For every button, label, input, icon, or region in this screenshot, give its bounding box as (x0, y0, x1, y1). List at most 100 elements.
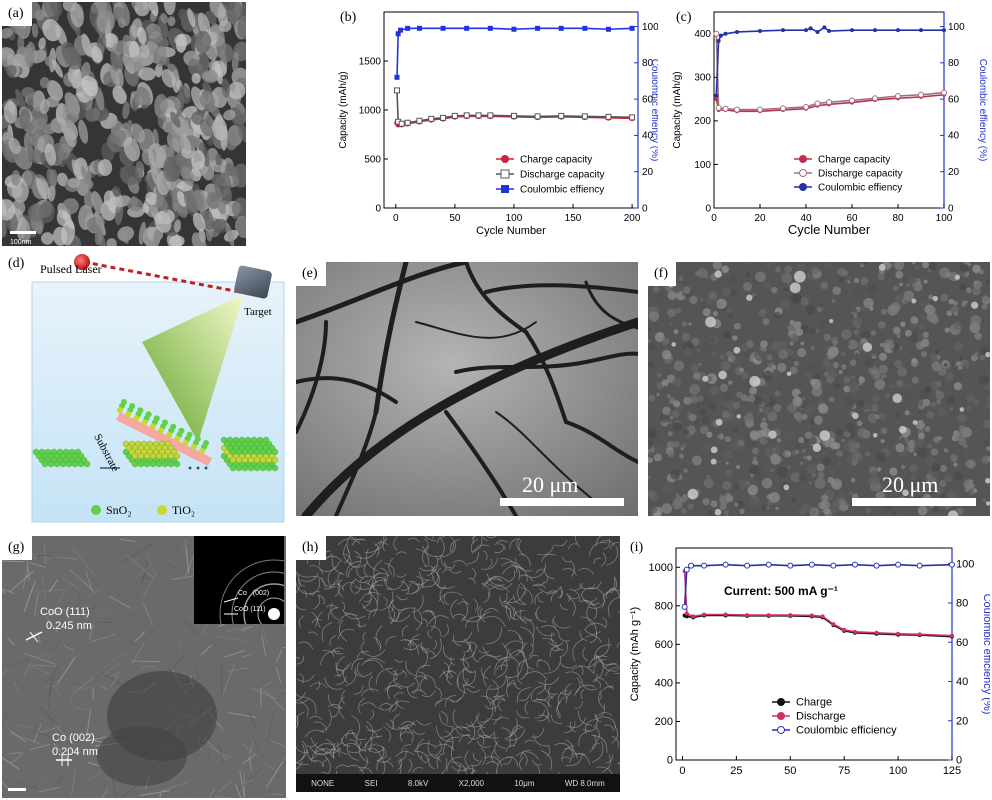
laser-label: Pulsed Laser (40, 262, 102, 276)
panel-label: (h) (296, 536, 327, 560)
data-point (404, 119, 411, 126)
sem-info-item: SEI (364, 778, 378, 788)
annotation-coo: CoO (111) (40, 606, 90, 618)
data-point (850, 28, 854, 33)
legend-label: Coulombic effiency (818, 183, 902, 194)
panel-e: (e) 20 μm (296, 262, 638, 516)
y-axis-label: Capacity (mAh/g) (672, 71, 683, 148)
data-point (745, 613, 750, 618)
tio2-legend-label: TiO₂ (172, 503, 196, 517)
series-line (683, 571, 953, 637)
sno2-legend-icon (91, 505, 101, 515)
y-tick-label: 300 (694, 73, 711, 84)
y2-tick-label: 60 (642, 94, 654, 105)
chart-c: 0 20 40 60 80 1000100200300400020406080100Cyc… (672, 11, 988, 237)
y2-tick-label: 20 (956, 715, 968, 727)
data-point (582, 25, 588, 31)
inset-label-co: Co (002) (238, 590, 270, 597)
data-point (702, 612, 707, 617)
data-point (722, 105, 729, 112)
sem-texture (2, 2, 246, 246)
x-tick-label: 25 (730, 765, 742, 777)
y2-tick-label: 100 (642, 22, 658, 33)
data-point (852, 629, 857, 634)
hrtem-texture (2, 536, 286, 798)
data-point (895, 93, 901, 100)
scale-bar (852, 498, 976, 506)
y-tick-label: 1000 (649, 562, 673, 574)
data-point (394, 74, 400, 80)
data-point (831, 622, 836, 627)
panel-label: (f) (648, 262, 676, 286)
data-point (787, 562, 794, 569)
x-tick-label: 0 (393, 213, 399, 224)
panel-f: (f) 20 μm (648, 262, 990, 516)
data-point (735, 29, 739, 34)
x-tick-label: 150 (565, 213, 582, 224)
inset-label-coo: CoO (111) (234, 606, 266, 613)
y2-tick-label: 60 (948, 94, 960, 105)
data-point (581, 113, 588, 120)
y2-axis-label: Coulombic effiency (%) (649, 59, 658, 162)
data-point (691, 614, 696, 619)
y2-tick-label: 40 (642, 131, 654, 142)
annotation-co: Co (002) (52, 732, 95, 744)
data-point (684, 611, 689, 616)
data-point (405, 25, 411, 31)
panel-a: (a) 100nm (2, 2, 246, 246)
y-axis-label: Capacity (mAh/g) (338, 71, 349, 148)
data-point (464, 25, 470, 31)
data-point (826, 99, 832, 106)
legend-marker (799, 169, 807, 177)
x-tick-label: 0 (711, 213, 717, 224)
panel-label: (i) (624, 536, 652, 560)
data-point (558, 112, 565, 119)
data-point (463, 112, 470, 119)
data-point (416, 117, 423, 124)
x-tick-label: 75 (838, 765, 850, 777)
y-axis-label: Capacity (mAh g⁻¹) (629, 607, 641, 701)
data-point (416, 25, 422, 31)
panel-label: (a) (2, 2, 32, 26)
y2-tick-label: 60 (956, 637, 968, 649)
data-point (827, 29, 831, 34)
data-point (822, 25, 827, 30)
annotation-coo-spacing: 0.245 nm (46, 620, 92, 632)
data-point (842, 627, 847, 632)
data-point (780, 105, 786, 112)
data-point (781, 28, 785, 33)
data-point (629, 25, 635, 31)
data-point (683, 566, 690, 573)
panel-label: (c) (676, 10, 692, 25)
sem-info-item: 8.0kV (407, 778, 429, 788)
panel-i: 0 25 50 75 100 125 0 200 400 600 800 1000 0 20 40 60 80 1… (624, 536, 990, 798)
data-point (916, 562, 923, 569)
data-point (684, 614, 689, 619)
y2-axis-label: Coulombic efficiency (%) (981, 594, 990, 715)
x-tick-label: 100 (889, 765, 907, 777)
scale-label: 100nm (10, 239, 32, 246)
data-point (451, 112, 458, 119)
y-tick-label: 400 (694, 29, 711, 40)
legend-label: Charge (796, 697, 832, 709)
y-tick-label: 0 (705, 203, 711, 214)
panel-label: (g) (2, 536, 33, 560)
y2-tick-label: 0 (642, 203, 648, 214)
sem-info-item: 10μm (514, 778, 535, 788)
y2-tick-label: 40 (948, 131, 960, 142)
series-line (715, 26, 944, 96)
chart-b: 0 50 100 150 200050010001500020406080100Cycl… (338, 11, 658, 237)
legend-label: Discharge capacity (520, 170, 604, 181)
data-point (873, 562, 880, 569)
data-point (758, 29, 762, 34)
legend-marker (777, 698, 785, 706)
data-point (820, 614, 825, 619)
data-point (605, 26, 611, 32)
y-tick-label: 0 (375, 203, 381, 214)
data-point (688, 562, 695, 569)
data-point (808, 26, 813, 31)
data-point (949, 561, 955, 568)
target-icon (234, 265, 272, 299)
data-point (681, 603, 688, 610)
data-point (475, 112, 482, 119)
